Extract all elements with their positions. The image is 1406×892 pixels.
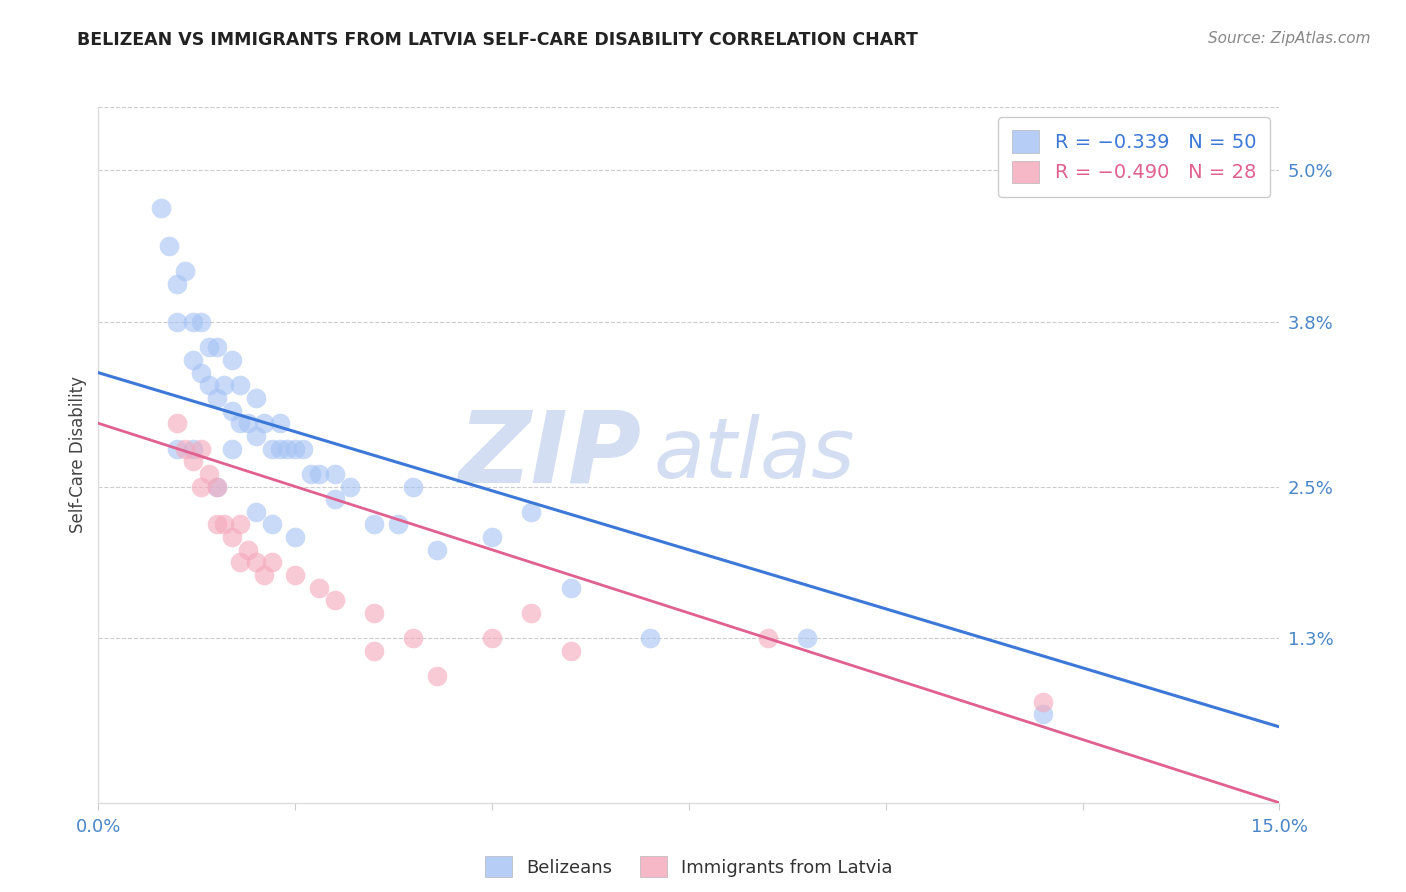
Point xyxy=(190,479,212,493)
Point xyxy=(166,315,188,329)
Point xyxy=(181,353,204,368)
Point xyxy=(166,277,188,292)
Point xyxy=(402,632,425,646)
Point xyxy=(638,632,661,646)
Point xyxy=(181,442,204,456)
Point xyxy=(236,542,259,557)
Point xyxy=(229,417,252,431)
Point xyxy=(205,479,228,493)
Point xyxy=(323,593,346,607)
Point xyxy=(205,517,228,532)
Point xyxy=(181,315,204,329)
Point xyxy=(796,632,818,646)
Point xyxy=(276,442,298,456)
Point xyxy=(229,556,252,570)
Point xyxy=(253,568,276,582)
Text: ZIP: ZIP xyxy=(458,407,641,503)
Text: BELIZEAN VS IMMIGRANTS FROM LATVIA SELF-CARE DISABILITY CORRELATION CHART: BELIZEAN VS IMMIGRANTS FROM LATVIA SELF-… xyxy=(77,31,918,49)
Point xyxy=(221,442,243,456)
Point xyxy=(284,568,307,582)
Point xyxy=(174,442,197,456)
Point xyxy=(229,517,252,532)
Point xyxy=(363,606,385,620)
Point xyxy=(166,417,188,431)
Point xyxy=(339,479,361,493)
Point xyxy=(197,378,219,392)
Point xyxy=(363,644,385,658)
Point xyxy=(221,530,243,544)
Point xyxy=(190,442,212,456)
Point xyxy=(323,492,346,507)
Point xyxy=(1032,707,1054,722)
Point xyxy=(299,467,322,481)
Point xyxy=(426,542,449,557)
Point xyxy=(284,530,307,544)
Text: Source: ZipAtlas.com: Source: ZipAtlas.com xyxy=(1208,31,1371,46)
Point xyxy=(481,632,503,646)
Point xyxy=(181,454,204,468)
Point xyxy=(197,467,219,481)
Point xyxy=(308,581,330,595)
Point xyxy=(402,479,425,493)
Point xyxy=(426,669,449,683)
Point xyxy=(157,239,180,253)
Point xyxy=(150,201,173,215)
Point xyxy=(520,505,543,519)
Point xyxy=(197,340,219,354)
Point xyxy=(245,505,267,519)
Point xyxy=(560,581,582,595)
Point xyxy=(308,467,330,481)
Point xyxy=(323,467,346,481)
Point xyxy=(363,517,385,532)
Text: atlas: atlas xyxy=(654,415,855,495)
Point xyxy=(260,556,283,570)
Point xyxy=(269,442,291,456)
Point xyxy=(190,315,212,329)
Point xyxy=(269,417,291,431)
Point xyxy=(292,442,315,456)
Point xyxy=(481,530,503,544)
Point xyxy=(560,644,582,658)
Point xyxy=(284,442,307,456)
Point xyxy=(221,403,243,417)
Point xyxy=(245,556,267,570)
Point xyxy=(236,417,259,431)
Point xyxy=(221,353,243,368)
Point xyxy=(214,378,236,392)
Y-axis label: Self-Care Disability: Self-Care Disability xyxy=(69,376,87,533)
Point xyxy=(520,606,543,620)
Point xyxy=(756,632,779,646)
Point xyxy=(260,442,283,456)
Point xyxy=(214,517,236,532)
Point xyxy=(229,378,252,392)
Point xyxy=(166,442,188,456)
Point xyxy=(174,264,197,278)
Legend: Belizeans, Immigrants from Latvia: Belizeans, Immigrants from Latvia xyxy=(478,849,900,884)
Point xyxy=(190,366,212,380)
Point xyxy=(245,429,267,443)
Point xyxy=(260,517,283,532)
Point xyxy=(205,391,228,405)
Point xyxy=(1032,695,1054,709)
Point xyxy=(205,479,228,493)
Point xyxy=(245,391,267,405)
Point xyxy=(253,417,276,431)
Point xyxy=(387,517,409,532)
Point xyxy=(205,340,228,354)
